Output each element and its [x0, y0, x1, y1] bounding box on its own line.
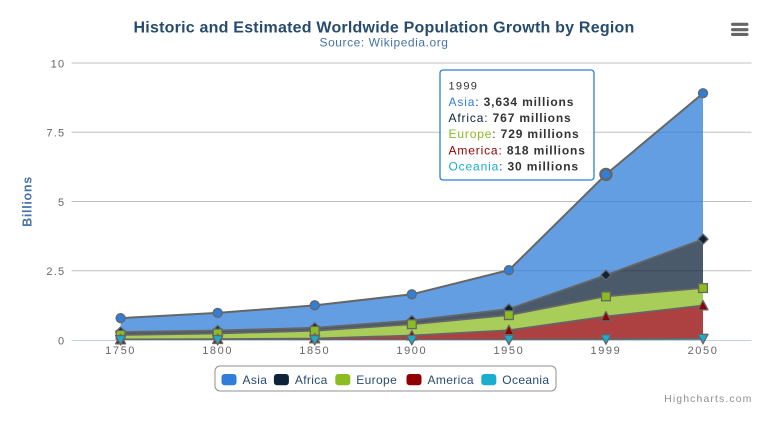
svg-text:Africa: Africa	[295, 373, 328, 387]
svg-text:Asia: 3,634 millions: Asia: 3,634 millions	[449, 95, 575, 109]
svg-text:Oceania: 30 millions: Oceania: 30 millions	[449, 160, 579, 174]
svg-text:Europe: Europe	[356, 373, 397, 387]
svg-text:1950: 1950	[493, 345, 524, 357]
svg-text:1850: 1850	[299, 345, 330, 357]
svg-text:Europe: 729 millions: Europe: 729 millions	[449, 127, 580, 141]
svg-text:America: 818 millions: America: 818 millions	[449, 143, 586, 157]
svg-text:America: America	[428, 373, 474, 387]
svg-text:1999: 1999	[591, 345, 622, 357]
svg-text:Highcharts.com: Highcharts.com	[664, 393, 752, 405]
svg-text:Historic and Estimated Worldwi: Historic and Estimated Worldwide Populat…	[134, 19, 635, 36]
svg-text:10: 10	[51, 58, 66, 70]
svg-text:1999: 1999	[449, 80, 479, 92]
svg-text:1800: 1800	[202, 345, 233, 357]
svg-text:Asia: Asia	[243, 373, 268, 387]
svg-text:1750: 1750	[105, 345, 136, 357]
svg-text:0: 0	[58, 335, 65, 347]
svg-text:Source: Wikipedia.org: Source: Wikipedia.org	[320, 36, 449, 50]
svg-text:2.5: 2.5	[46, 266, 65, 278]
svg-text:5: 5	[58, 197, 65, 209]
svg-text:1900: 1900	[396, 345, 427, 357]
svg-text:Africa: 767 millions: Africa: 767 millions	[449, 111, 572, 125]
svg-text:7.5: 7.5	[46, 128, 65, 140]
svg-text:Billions: Billions	[21, 176, 35, 227]
svg-text:2050: 2050	[688, 345, 719, 357]
svg-text:Oceania: Oceania	[502, 373, 549, 387]
